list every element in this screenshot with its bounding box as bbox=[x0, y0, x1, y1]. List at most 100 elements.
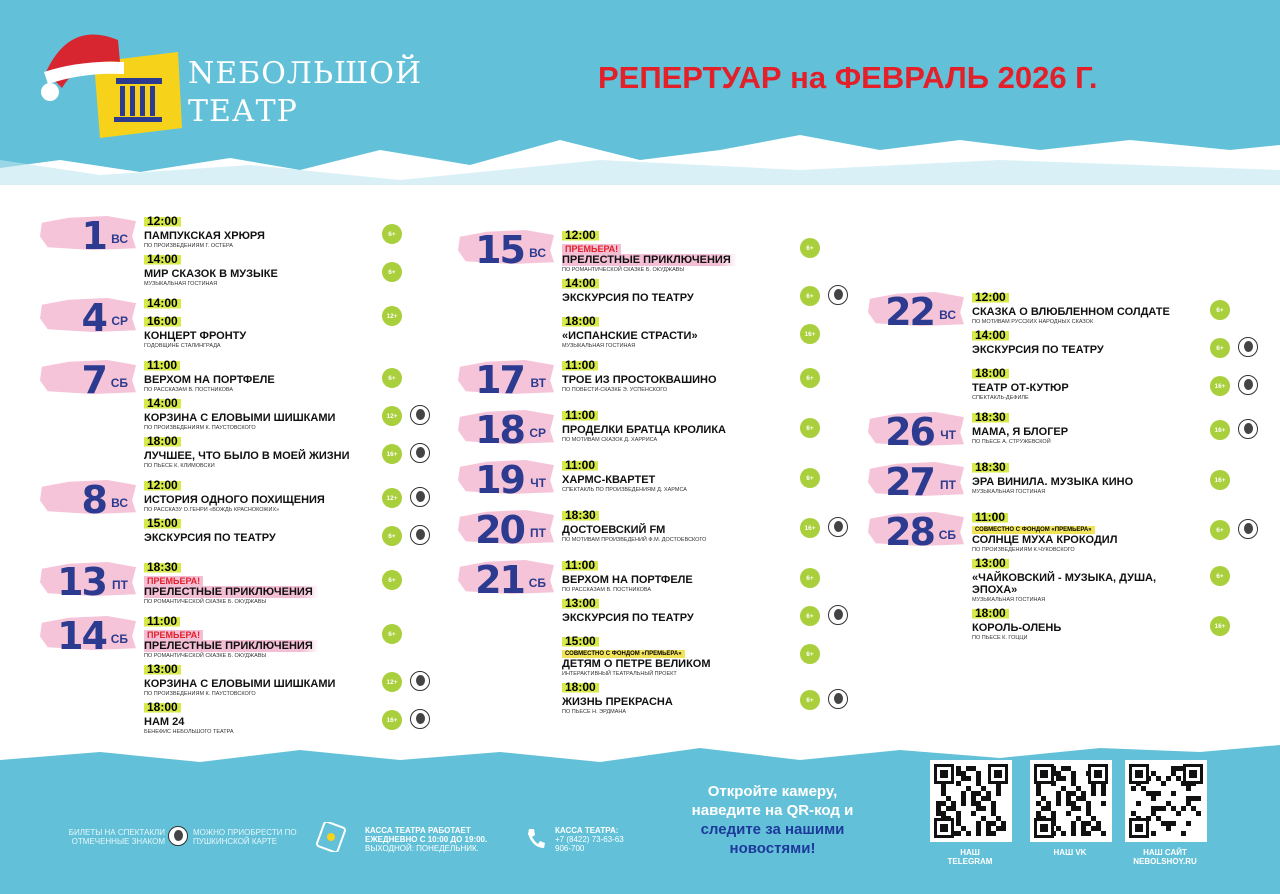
day-brush bbox=[458, 360, 554, 394]
qr-module bbox=[981, 806, 986, 811]
weekday: ЧТ bbox=[940, 428, 956, 442]
qr-module bbox=[1101, 786, 1106, 791]
qr-module bbox=[991, 821, 996, 826]
qr-module bbox=[1051, 811, 1056, 816]
qr-module bbox=[1176, 776, 1181, 781]
event: 12:00 СКАЗКА О ВЛЮБЛЕННОМ СОЛДАТЕ ПО МОТИВ… bbox=[964, 288, 1258, 326]
event-title: ИСТОРИЯ ОДНОГО ПОХИЩЕНИЯ bbox=[144, 494, 325, 506]
qr-module bbox=[1066, 796, 1071, 801]
day-brush bbox=[458, 230, 554, 264]
qr-module bbox=[996, 816, 1001, 821]
age-rating: 16+ bbox=[1210, 470, 1230, 490]
weekday: ЧТ bbox=[530, 476, 546, 490]
qr-module bbox=[961, 791, 966, 796]
event-time: 11:00 bbox=[562, 559, 599, 572]
qr-module bbox=[1001, 821, 1006, 826]
event-time: 18:00 bbox=[562, 681, 599, 694]
day-block: 13 ПТ 18:30 ПРЕМЬЕРА! ПРЕЛЕСТНЫЕ ПРИКЛЮЧЕНИЯ… bbox=[40, 558, 430, 606]
pushkin-card-icon bbox=[828, 285, 848, 305]
qr-module bbox=[966, 776, 971, 781]
qr-module bbox=[976, 821, 981, 826]
qr-module bbox=[956, 816, 961, 821]
event-title: СКАЗКА О ВЛЮБЛЕННОМ СОЛДАТЕ bbox=[972, 306, 1170, 318]
event: 14:00 МИР СКАЗОК В МУЗЫКЕ МУЗЫКАЛЬНАЯ ГОСТ… bbox=[136, 250, 430, 288]
day-brush bbox=[458, 460, 554, 494]
qr-module bbox=[1086, 821, 1091, 826]
text-line: TELEGRAM bbox=[947, 857, 993, 866]
weekday: ВТ bbox=[530, 376, 546, 390]
event-time: 12:00 bbox=[144, 479, 181, 492]
event: 18:00 ЛУЧШЕЕ, ЧТО БЫЛО В МОЕЙ ЖИЗНИ ПО ПЬЕ… bbox=[136, 432, 430, 470]
event: 13:00 КОРЗИНА С ЕЛОВЫМИ ШИШКАМИ ПО ПРОИЗВЕ… bbox=[136, 660, 430, 698]
qr-module bbox=[961, 776, 966, 781]
event-subtitle: ПО ПОВЕСТИ-СКАЗКЕ Э. УСПЕНСКОГО bbox=[562, 387, 668, 393]
day-block: 4 СР 14:00 16:00 КОНЦЕРТ ФРОНТУ ГОДОВЩИНЕ СТА… bbox=[40, 294, 430, 350]
event-subtitle: ПО РОМАНТИЧЕСКОЙ СКАЗКЕ Б. ОКУДЖАВЫ bbox=[144, 653, 267, 659]
qr-module bbox=[1186, 786, 1191, 791]
pushkin-card-icon bbox=[1238, 337, 1258, 357]
event-time: 18:30 bbox=[562, 509, 599, 522]
day-number: 7 bbox=[81, 358, 108, 402]
event-list: 12:00 ИСТОРИЯ ОДНОГО ПОХИЩЕНИЯ ПО РАССКАЗУ… bbox=[136, 476, 430, 552]
pushkin-card-icon bbox=[828, 689, 848, 709]
qr-module bbox=[971, 801, 976, 806]
event-subtitle: СПЕКТАКЛЬ-ДЕФИЛЕ bbox=[972, 395, 1029, 401]
qr-module bbox=[940, 770, 948, 778]
qr-module bbox=[991, 801, 996, 806]
event: 18:30 ЭРА ВИНИЛА. МУЗЫКА КИНО МУЗЫКАЛЬНАЯ … bbox=[964, 458, 1258, 496]
age-rating: 6+ bbox=[800, 368, 820, 388]
day-badge: 1 ВС bbox=[40, 212, 136, 258]
qr-module bbox=[1091, 786, 1096, 791]
qr-module bbox=[1076, 806, 1081, 811]
qr-module bbox=[1166, 776, 1171, 781]
qr-module bbox=[1191, 806, 1196, 811]
qr-module bbox=[956, 771, 961, 776]
qr-module bbox=[1036, 811, 1041, 816]
day-badge: 4 СР bbox=[40, 294, 136, 340]
day-block: 21 СБ 11:00 ВЕРХОМ НА ПОРТФЕЛЕ ПО РАССКАЗАМ … bbox=[458, 556, 848, 716]
day-number: 8 bbox=[81, 478, 108, 522]
qr-module bbox=[1086, 806, 1091, 811]
qr-module bbox=[986, 821, 991, 826]
age-rating: 16+ bbox=[800, 518, 820, 538]
qr-module bbox=[1066, 791, 1071, 796]
qr-module bbox=[961, 826, 966, 831]
event-time: 11:00 bbox=[972, 511, 1009, 524]
qr-module bbox=[1191, 796, 1196, 801]
qr-module bbox=[1086, 801, 1091, 806]
qr-module bbox=[1136, 801, 1141, 806]
event-title: ПРЕЛЕСТНЫЕ ПРИКЛЮЧЕНИЯ bbox=[562, 254, 737, 266]
text-line: НАШ bbox=[960, 848, 980, 857]
qr-module bbox=[1196, 796, 1201, 801]
qr-module bbox=[1081, 796, 1086, 801]
event-title: КОРЗИНА С ЕЛОВЫМИ ШИШКАМИ bbox=[144, 412, 336, 424]
event-subtitle: ПО РОМАНТИЧЕСКОЙ СКАЗКЕ Б. ОКУДЖАВЫ bbox=[562, 267, 685, 273]
qr-module bbox=[941, 801, 946, 806]
event-title: ЭКСКУРСИЯ ПО ТЕАТРУ bbox=[972, 344, 1104, 356]
day-brush bbox=[868, 292, 964, 326]
event-time: 11:00 bbox=[562, 459, 599, 472]
event-subtitle: МУЗЫКАЛЬНАЯ ГОСТИНАЯ bbox=[144, 281, 218, 287]
event-title: «ИСПАНСКИЕ СТРАСТИ» bbox=[562, 330, 698, 342]
event: 18:30 ДОСТОЕВСКИЙ FM ПО МОТИВАМ ПРОИЗВЕДЕН… bbox=[554, 506, 848, 544]
day-number: 1 bbox=[81, 214, 108, 258]
day-brush bbox=[40, 616, 136, 650]
day-block: 17 ВТ 11:00 ТРОЕ ИЗ ПРОСТОКВАШИНО ПО ПОВЕСТИ… bbox=[458, 356, 848, 402]
partner-note: СОВМЕСТНО С ФОНДОМ «ПРЕМЬЕРА» bbox=[972, 526, 1095, 534]
event-list: 12:00 СКАЗКА О ВЛЮБЛЕННОМ СОЛДАТЕ ПО МОТИВ… bbox=[964, 288, 1258, 402]
text-line: NEBOLSHOY.RU bbox=[1133, 857, 1197, 866]
weekday: ВС bbox=[111, 232, 128, 246]
qr-module bbox=[981, 786, 986, 791]
event: 18:30 МАМА, Я БЛОГЕР ПО ПЬЕСЕ А. СТРУЖЕВСК… bbox=[964, 408, 1258, 446]
qr-module bbox=[1161, 781, 1166, 786]
phone-icon bbox=[528, 829, 545, 848]
qr-module bbox=[1066, 811, 1071, 816]
age-rating: 6+ bbox=[800, 418, 820, 438]
qr-module bbox=[1071, 791, 1076, 796]
age-rating: 6+ bbox=[1210, 520, 1230, 540]
event-subtitle: БЕНЕФИС НЕБОЛЬШОГО ТЕАТРА bbox=[144, 729, 234, 735]
event-list: 18:30 ДОСТОЕВСКИЙ FM ПО МОТИВАМ ПРОИЗВЕДЕН… bbox=[554, 506, 848, 550]
day-block: 22 ВС 12:00 СКАЗКА О ВЛЮБЛЕННОМ СОЛДАТЕ ПО М… bbox=[868, 288, 1258, 402]
event-time: 18:00 bbox=[972, 607, 1009, 620]
